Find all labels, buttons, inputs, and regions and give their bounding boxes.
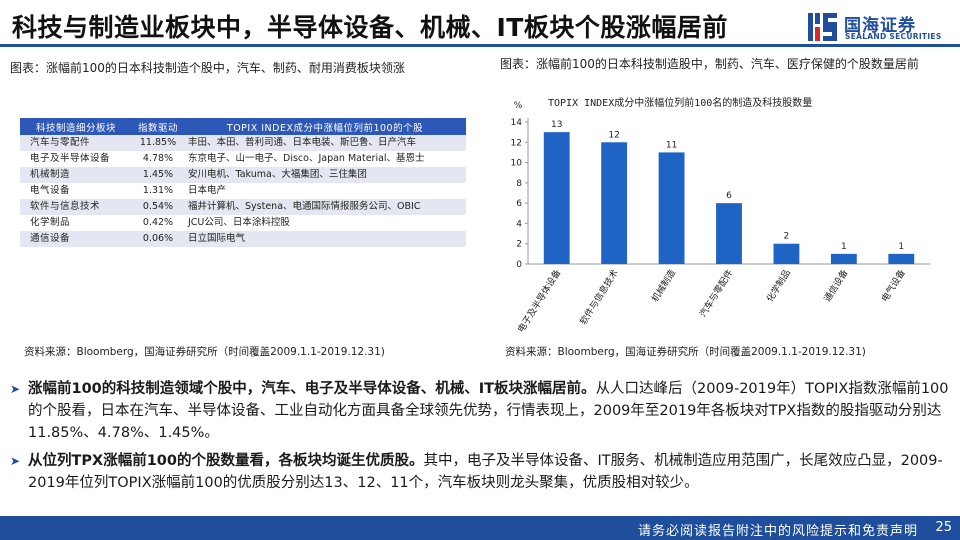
y-tick-label: 4 bbox=[516, 219, 522, 229]
stock-count-bar-chart: TOPIX INDEX成分中涨幅位列前100名的制造及科技股数量% 0 2 4 6 8 10… bbox=[511, 96, 930, 335]
cell-driver: 0.42% bbox=[132, 215, 184, 231]
table-row: 化学制品 0.42% JCU公司、日本涂料控股 bbox=[20, 215, 466, 231]
cell-sector: 通信设备 bbox=[20, 231, 132, 247]
x-tick-label: 电子及半导体设备 bbox=[515, 267, 563, 334]
cell-sector: 电子及半导体设备 bbox=[20, 151, 132, 167]
bar-data-label: 13 bbox=[551, 120, 562, 130]
cell-stocks: 安川电机、Takuma、大福集团、三住集团 bbox=[184, 167, 466, 183]
bar-data-label: 1 bbox=[898, 242, 904, 252]
sealand-logo-icon bbox=[808, 13, 837, 41]
cell-driver: 1.45% bbox=[132, 167, 184, 183]
bullet-body: 从人口达峰后（2009-2019年）TOPIX指数涨幅前100的个股看，日本在汽… bbox=[28, 381, 949, 441]
table-row: 电气设备 1.31% 日本电产 bbox=[20, 183, 466, 199]
arrow-bullet-icon: ➤ bbox=[10, 382, 21, 396]
cell-stocks: JCU公司、日本涂料控股 bbox=[184, 215, 466, 231]
x-tick-label: 化学制品 bbox=[764, 267, 793, 304]
bar bbox=[773, 243, 800, 264]
cell-sector: 化学制品 bbox=[20, 215, 132, 231]
table-row: 软件与信息技术 0.54% 福井计算机、Systena、电通国际情报服务公司、O… bbox=[20, 199, 466, 215]
header-divider bbox=[0, 44, 960, 47]
bar bbox=[830, 253, 857, 264]
bullet-body: 其中，电子及半导体设备、IT服务、机械制造应用范围广，长尾效应凸显，2009-2… bbox=[28, 453, 943, 491]
x-tick-label: 软件与信息技术 bbox=[577, 267, 621, 327]
sector-table-container: 科技制造细分板块 指数驱动 TOPIX INDEX成分中涨幅位列前100的个股 … bbox=[20, 118, 466, 247]
x-tick-label: 机械制造 bbox=[649, 267, 678, 304]
cell-sector: 软件与信息技术 bbox=[20, 199, 132, 215]
cell-driver: 11.85% bbox=[132, 135, 184, 151]
bullet-bold-lead: 涨幅前100的科技制造领域个股中，汽车、电子及半导体设备、机械、IT板块涨幅居前… bbox=[28, 381, 596, 397]
table-row: 机械制造 1.45% 安川电机、Takuma、大福集团、三住集团 bbox=[20, 167, 466, 183]
right-source-note: 资料来源：Bloomberg，国海证券研究所（时间覆盖2009.1.1-2019… bbox=[505, 346, 866, 358]
arrow-bullet-icon: ➤ bbox=[10, 454, 21, 468]
y-tick-label: 14 bbox=[511, 118, 523, 128]
x-tick-label: 通信设备 bbox=[821, 267, 850, 304]
y-tick-label: 12 bbox=[511, 138, 522, 148]
x-tick-label: 汽车与零配件 bbox=[697, 267, 736, 319]
footer-bar: 请务必阅读报告附注中的风险提示和免责声明 25 bbox=[0, 516, 960, 540]
cell-driver: 4.78% bbox=[132, 151, 184, 167]
bar bbox=[888, 253, 915, 264]
col-header-stocks: TOPIX INDEX成分中涨幅位列前100的个股 bbox=[184, 118, 466, 135]
disclaimer-link[interactable]: 请务必阅读报告附注中的风险提示和免责声明 bbox=[637, 524, 918, 539]
bar-data-label: 11 bbox=[666, 140, 677, 150]
cell-driver: 0.54% bbox=[132, 199, 184, 215]
page-number: 25 bbox=[935, 520, 952, 535]
bullet-bold-lead: 从位列TPX涨幅前100的个股数量看，各板块均诞生优质股。 bbox=[28, 453, 424, 469]
right-figure-caption: 图表：涨幅前100的日本科技制造股中，制药、汽车、医疗保健的个股数量居前 bbox=[500, 57, 919, 71]
bar-data-label: 2 bbox=[784, 232, 790, 242]
cell-driver: 0.06% bbox=[132, 231, 184, 247]
company-logo: 国海证券 SEALAND SECURITIES bbox=[806, 10, 954, 44]
logo-name-en: SEALAND SECURITIES bbox=[845, 32, 942, 41]
cell-stocks: 日立国际电气 bbox=[184, 231, 466, 247]
bar-data-label: 1 bbox=[841, 242, 847, 252]
y-tick-label: 10 bbox=[511, 159, 523, 169]
cell-driver: 1.31% bbox=[132, 183, 184, 199]
cell-sector: 汽车与零配件 bbox=[20, 135, 132, 151]
sector-table: 科技制造细分板块 指数驱动 TOPIX INDEX成分中涨幅位列前100的个股 … bbox=[20, 118, 466, 247]
cell-stocks: 丰田、本田、普利司通、日本电装、斯巴鲁、日产汽车 bbox=[184, 135, 466, 151]
table-row: 汽车与零配件 11.85% 丰田、本田、普利司通、日本电装、斯巴鲁、日产汽车 bbox=[20, 135, 466, 151]
col-header-driver: 指数驱动 bbox=[132, 118, 184, 135]
table-row: 电子及半导体设备 4.78% 东京电子、山一电子、Disco、Japan Mat… bbox=[20, 151, 466, 167]
bar bbox=[601, 142, 628, 264]
x-tick-label: 电气设备 bbox=[879, 267, 908, 304]
y-tick-label: 2 bbox=[516, 240, 522, 250]
y-tick-label: 0 bbox=[516, 260, 522, 270]
bar bbox=[543, 132, 570, 264]
cell-sector: 电气设备 bbox=[20, 183, 132, 199]
y-axis-label: % bbox=[514, 101, 523, 111]
cell-stocks: 日本电产 bbox=[184, 183, 466, 199]
bar bbox=[716, 203, 742, 264]
bullet-point: ➤ 涨幅前100的科技制造领域个股中，汽车、电子及半导体设备、机械、IT板块涨幅… bbox=[8, 378, 952, 444]
logo-name-cn: 国海证券 bbox=[844, 16, 916, 36]
table-header-row: 科技制造细分板块 指数驱动 TOPIX INDEX成分中涨幅位列前100的个股 bbox=[20, 118, 466, 135]
cell-stocks: 东京电子、山一电子、Disco、Japan Material、基恩士 bbox=[184, 151, 466, 167]
col-header-sector: 科技制造细分板块 bbox=[20, 118, 132, 135]
table-row: 通信设备 0.06% 日立国际电气 bbox=[20, 231, 466, 247]
page-title: 科技与制造业板块中，半导体设备、机械、IT板块个股涨幅居前 bbox=[12, 13, 728, 42]
y-tick-label: 8 bbox=[516, 179, 522, 189]
cell-stocks: 福井计算机、Systena、电通国际情报服务公司、OBIC bbox=[184, 199, 466, 215]
chart-title: TOPIX INDEX成分中涨幅位列前100名的制造及科技股数量 bbox=[548, 96, 812, 109]
bar-data-label: 6 bbox=[726, 191, 732, 201]
cell-sector: 机械制造 bbox=[20, 167, 132, 183]
key-points: ➤ 涨幅前100的科技制造领域个股中，汽车、电子及半导体设备、机械、IT板块涨幅… bbox=[8, 378, 952, 500]
y-tick-label: 6 bbox=[516, 199, 522, 209]
left-figure-caption: 图表：涨幅前100的日本科技制造个股中，汽车、制药、耐用消费板块领涨 bbox=[10, 61, 405, 75]
bar-data-label: 12 bbox=[608, 130, 619, 140]
bar bbox=[658, 152, 685, 264]
left-source-note: 资料来源：Bloomberg，国海证券研究所（时间覆盖2009.1.1-2019… bbox=[24, 346, 385, 358]
bullet-point: ➤ 从位列TPX涨幅前100的个股数量看，各板块均诞生优质股。其中，电子及半导体… bbox=[8, 450, 952, 494]
